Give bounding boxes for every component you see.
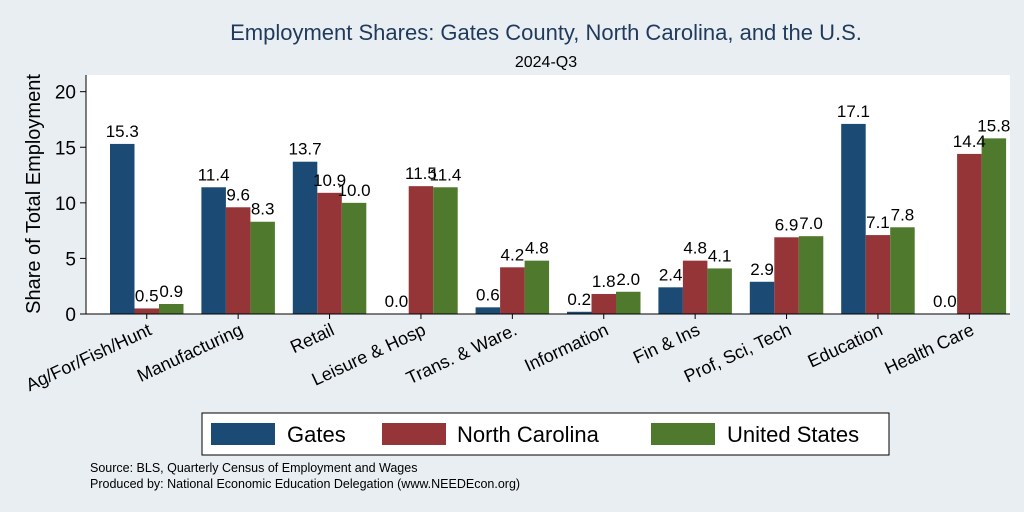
data-label-united-states-education: 7.8 xyxy=(891,205,915,224)
legend-label-united-states: United States xyxy=(727,422,859,447)
legend-swatch-united-states xyxy=(651,423,715,445)
bar-united-states-ag-for-fish-hunt xyxy=(159,303,184,314)
bar-gates-trans-ware xyxy=(475,307,501,314)
chart-title: Employment Shares: Gates County, North C… xyxy=(230,20,862,45)
bar-gates-education xyxy=(841,123,866,315)
bars-group xyxy=(110,123,1007,315)
bar-north-carolina-ag-for-fish-hunt xyxy=(134,308,159,314)
data-label-gates-information: 0.2 xyxy=(567,290,591,309)
bar-united-states-retail xyxy=(341,202,367,314)
data-label-gates-fin-ins: 2.4 xyxy=(659,265,683,284)
data-label-gates-health-care: 0.0 xyxy=(933,292,957,311)
y-tick-label-0: 0 xyxy=(65,305,76,326)
data-labels-group: 15.30.5 0.911.49.68.313.710.910.00.011.51… xyxy=(106,102,1011,311)
bar-north-carolina-information xyxy=(591,293,616,314)
bar-north-carolina-prof-sci-tech xyxy=(774,237,799,314)
data-label-united-states-fin-ins: 4.1 xyxy=(708,246,732,265)
chart-subtitle: 2024-Q3 xyxy=(515,54,577,71)
data-label-north-carolina-education: 7.1 xyxy=(866,213,890,232)
bar-gates-prof-sci-tech xyxy=(749,281,775,314)
bar-gates-retail xyxy=(292,161,318,314)
bar-north-carolina-leisure-hosp xyxy=(408,186,434,314)
data-label-north-carolina-information: 1.8 xyxy=(592,272,616,291)
data-label-united-states-prof-sci-tech: 7.0 xyxy=(799,214,823,233)
bar-united-states-health-care xyxy=(981,138,1007,314)
y-tick-label-15: 15 xyxy=(55,138,76,159)
bar-gates-manufacturing xyxy=(201,187,226,314)
bar-united-states-trans-ware xyxy=(524,260,550,314)
data-label-united-states-retail: 10.0 xyxy=(338,181,371,200)
bar-north-carolina-health-care xyxy=(957,153,982,314)
bar-north-carolina-education xyxy=(865,235,891,314)
data-label-gates-prof-sci-tech: 2.9 xyxy=(750,260,774,279)
data-label-united-states-ag-for-fish-hunt: 0.9 xyxy=(159,282,183,301)
bar-north-carolina-fin-ins xyxy=(682,260,708,314)
legend-label-north-carolina: North Carolina xyxy=(457,422,600,447)
legend: Gates North Carolina United States xyxy=(201,412,890,456)
y-tick-label-10: 10 xyxy=(55,194,76,215)
data-label-north-carolina-leisure-hosp: 11.5 xyxy=(405,164,437,183)
bar-gates-information xyxy=(567,311,592,314)
data-label-gates-retail: 13.7 xyxy=(289,140,322,159)
bar-united-states-leisure-hosp xyxy=(433,187,458,314)
bar-united-states-fin-ins xyxy=(707,268,732,314)
data-label-north-carolina-health-care: 14.4 xyxy=(953,132,986,151)
data-label-united-states-trans-ware: 4.8 xyxy=(525,239,549,258)
bar-north-carolina-retail xyxy=(317,192,342,314)
data-label-united-states-manufacturing: 8.3 xyxy=(251,200,275,219)
data-label-north-carolina-fin-ins: 4.8 xyxy=(683,239,707,258)
data-label-north-carolina-prof-sci-tech: 6.9 xyxy=(775,215,799,234)
data-label-united-states-health-care: 15.8 xyxy=(977,116,1010,135)
data-label-gates-ag-for-fish-hunt: 15.3 xyxy=(106,122,139,141)
bar-gates-ag-for-fish-hunt xyxy=(110,143,135,314)
produced-note: Produced by: National Economic Education… xyxy=(90,477,520,491)
data-label-gates-manufacturing: 11.4 xyxy=(198,165,230,184)
legend-swatch-north-carolina xyxy=(382,423,446,445)
data-label-united-states-information: 2.0 xyxy=(616,270,640,289)
bar-united-states-prof-sci-tech xyxy=(798,236,824,314)
bar-gates-fin-ins xyxy=(658,287,683,314)
y-axis-label: Share of Total Employment xyxy=(23,74,45,314)
legend-label-gates: Gates xyxy=(287,422,346,447)
y-ticks-group: 0 5 10 15 20 xyxy=(55,83,86,326)
data-label-north-carolina-retail: 10.9 xyxy=(313,171,346,190)
bar-united-states-information xyxy=(616,291,641,314)
data-label-gates-trans-ware: 0.6 xyxy=(476,285,500,304)
data-label-north-carolina-ag-for-fish-hunt: 0.5 xyxy=(135,286,159,305)
legend-swatch-gates xyxy=(211,423,275,445)
data-label-united-states-leisure-hosp: 11.4 xyxy=(430,165,462,184)
data-label-gates-education: 17.1 xyxy=(837,102,870,121)
bar-united-states-manufacturing xyxy=(250,221,275,314)
y-tick-label-5: 5 xyxy=(65,249,76,270)
data-label-north-carolina-manufacturing: 9.6 xyxy=(226,185,250,204)
bar-north-carolina-manufacturing xyxy=(225,207,251,314)
bar-north-carolina-trans-ware xyxy=(500,267,525,314)
source-note: Source: BLS, Quarterly Census of Employm… xyxy=(90,461,417,475)
data-label-gates-leisure-hosp: 0.0 xyxy=(385,292,409,311)
bar-united-states-education xyxy=(890,227,915,314)
legend-box xyxy=(201,412,890,456)
data-label-north-carolina-trans-ware: 4.2 xyxy=(501,245,525,264)
y-tick-label-20: 20 xyxy=(55,83,76,104)
